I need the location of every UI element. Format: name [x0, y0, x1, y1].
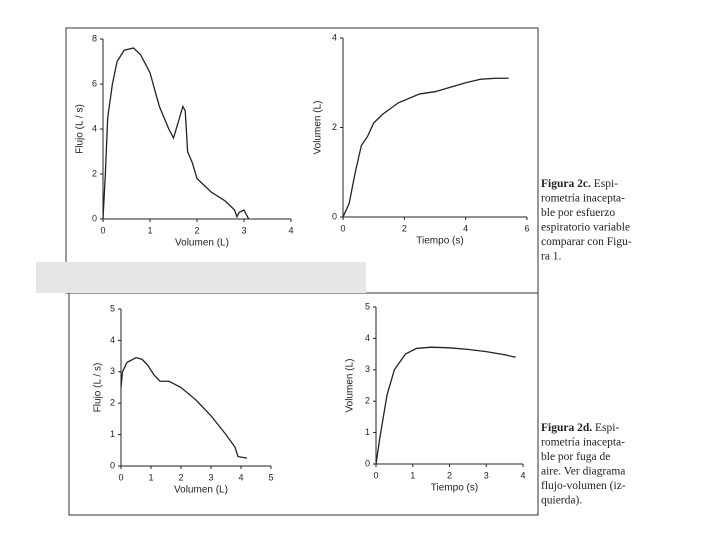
y-axis-label: Flujo (L / s)	[75, 104, 86, 154]
x-tick-label: 5	[268, 472, 273, 482]
y-tick-label: 4	[92, 123, 97, 133]
caption-line: rometría inacepta-	[541, 192, 625, 204]
data-line	[120, 356, 248, 459]
caption-text: comparar con Figu-	[541, 236, 632, 248]
y-tick-label: 3	[365, 364, 370, 374]
y-tick-label: 0	[365, 458, 370, 468]
caption-line: quierda).	[541, 494, 582, 506]
x-tick-label: 2	[402, 223, 407, 233]
caption-text: aire. Ver diagrama	[541, 465, 625, 477]
x-tick-label: 3	[484, 470, 489, 480]
x-tick-label: 2	[178, 472, 183, 482]
caption-line: ra 1.	[541, 250, 562, 262]
data-line	[375, 346, 516, 465]
y-tick-label: 2	[365, 396, 370, 406]
x-axis-label: Tiempo (s)	[416, 236, 463, 247]
y-tick-label: 6	[92, 78, 97, 88]
caption-line: flujo-volumen (iz-	[541, 480, 626, 492]
y-tick-label: 2	[92, 168, 97, 178]
y-tick-label: 2	[110, 398, 115, 408]
caption-text: ra 1.	[541, 250, 562, 262]
x-tick-label: 0	[373, 470, 378, 480]
x-tick-label: 4	[288, 225, 293, 235]
y-axis-label: Volumen (L)	[313, 101, 324, 155]
y-tick-label: 0	[92, 213, 97, 223]
x-tick-label: 4	[238, 472, 243, 482]
y-tick-label: 2	[332, 122, 337, 132]
caption-line: ble por esfuerzo	[541, 207, 615, 219]
x-tick-label: 0	[118, 472, 123, 482]
caption-text: rometría inacepta-	[541, 192, 625, 204]
y-tick-label: 5	[365, 301, 370, 311]
y-tick-label: 5	[110, 303, 115, 313]
caption-text: ble por fuga de	[541, 451, 610, 463]
x-tick-label: 2	[194, 225, 199, 235]
data-line	[342, 77, 509, 218]
y-axis-label: Flujo (L / s)	[93, 363, 104, 413]
caption-line: aire. Ver diagrama	[541, 465, 625, 477]
data-line	[102, 47, 250, 220]
x-tick-label: 1	[147, 225, 152, 235]
x-tick-label: 0	[100, 225, 105, 235]
y-tick-label: 1	[110, 429, 115, 439]
y-axis-label: Volumen (L)	[345, 359, 356, 413]
y-tick-label: 3	[110, 366, 115, 376]
caption-text: Espi-	[595, 422, 619, 434]
figure-frame	[65, 27, 539, 294]
y-tick-label: 4	[110, 335, 115, 345]
y-tick-label: 1	[365, 427, 370, 437]
x-tick-label: 4	[520, 470, 525, 480]
caption-line: Figura 2d. Espi-	[541, 422, 619, 434]
caption-line: rometría inacepta-	[541, 436, 625, 448]
x-tick-label: 1	[148, 472, 153, 482]
x-tick-label: 6	[524, 223, 529, 233]
x-tick-label: 0	[340, 223, 345, 233]
caption-text: espiratorio variable	[541, 221, 630, 233]
y-tick-label: 0	[110, 460, 115, 470]
x-tick-label: 4	[463, 223, 468, 233]
caption-text: quierda).	[541, 494, 582, 506]
y-tick-label: 0	[332, 211, 337, 221]
x-tick-label: 3	[241, 225, 246, 235]
caption-label: Figura 2c.	[541, 178, 591, 190]
y-tick-label: 4	[365, 333, 370, 343]
y-tick-label: 8	[92, 33, 97, 43]
caption-text: ble por esfuerzo	[541, 207, 615, 219]
x-tick-label: 1	[410, 470, 415, 480]
caption-text: rometría inacepta-	[541, 436, 625, 448]
x-tick-label: 3	[208, 472, 213, 482]
x-tick-label: 2	[447, 470, 452, 480]
caption-text: Espi-	[594, 178, 618, 190]
caption-text: flujo-volumen (iz-	[541, 480, 626, 492]
caption-line: espiratorio variable	[541, 221, 630, 233]
x-axis-label: Volumen (L)	[175, 238, 229, 249]
caption-line: ble por fuga de	[541, 451, 610, 463]
caption-line: Figura 2c. Espi-	[541, 178, 618, 190]
caption-line: comparar con Figu-	[541, 236, 632, 248]
y-tick-label: 4	[332, 32, 337, 42]
x-axis-label: Tiempo (s)	[431, 483, 478, 494]
caption-label: Figura 2d.	[541, 422, 592, 434]
scan-artifact	[36, 262, 366, 293]
x-axis-label: Volumen (L)	[174, 485, 228, 496]
